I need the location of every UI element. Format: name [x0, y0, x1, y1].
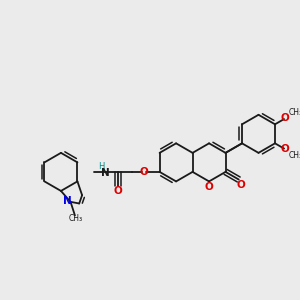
Text: N: N	[101, 168, 110, 178]
Text: O: O	[236, 180, 245, 190]
Text: CH₃: CH₃	[69, 214, 83, 223]
Text: O: O	[281, 144, 290, 154]
Text: CH₃: CH₃	[289, 108, 300, 117]
Text: O: O	[281, 113, 290, 123]
Text: O: O	[205, 182, 213, 192]
Text: N: N	[63, 196, 72, 206]
Text: H: H	[98, 162, 105, 171]
Text: O: O	[139, 167, 148, 177]
Text: O: O	[113, 186, 122, 196]
Text: CH₃: CH₃	[289, 151, 300, 160]
